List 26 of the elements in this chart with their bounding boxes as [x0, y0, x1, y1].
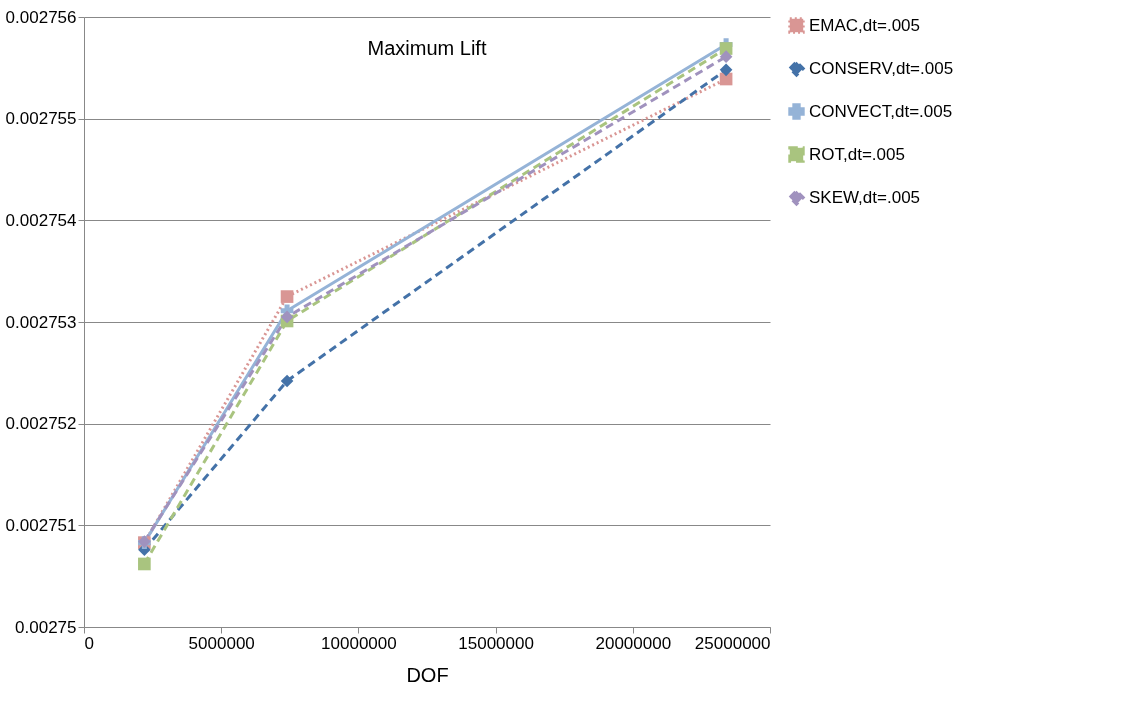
- x-tick-label: 0: [84, 633, 94, 653]
- legend-label: EMAC,dt=.005: [809, 15, 921, 35]
- point: [138, 557, 151, 571]
- x-tick-label: 5000000: [188, 633, 255, 653]
- point: [280, 374, 294, 388]
- point: [280, 310, 294, 324]
- legend-label: ROT,dt=.005: [809, 144, 905, 164]
- point: [719, 50, 733, 63]
- x-tick-label: 10000000: [321, 633, 397, 653]
- y-tick-label: 0.002752: [5, 414, 77, 434]
- y-tick-label: 0.002754: [5, 210, 77, 230]
- point: [719, 63, 733, 77]
- y-tick-label: 0.002756: [5, 7, 77, 27]
- x-tick-label: 25000000: [694, 633, 771, 653]
- x-axis-title: DOF: [406, 663, 449, 686]
- legend-label: CONSERV,dt=.005: [809, 58, 954, 78]
- y-tick-label: 0.002755: [5, 109, 77, 129]
- legend-label: CONVECT,dt=.005: [809, 101, 953, 121]
- y-tick-label: 0.00275: [15, 617, 77, 637]
- y-tick-label: 0.002751: [5, 515, 77, 535]
- x-tick-label: 15000000: [458, 633, 534, 653]
- y-tick-label: 0.002753: [5, 312, 77, 332]
- legend-label: SKEW,dt=.005: [809, 187, 921, 207]
- text: Maximum Lift: [367, 37, 487, 59]
- x-tick-label: 20000000: [595, 633, 672, 653]
- point: [280, 290, 294, 303]
